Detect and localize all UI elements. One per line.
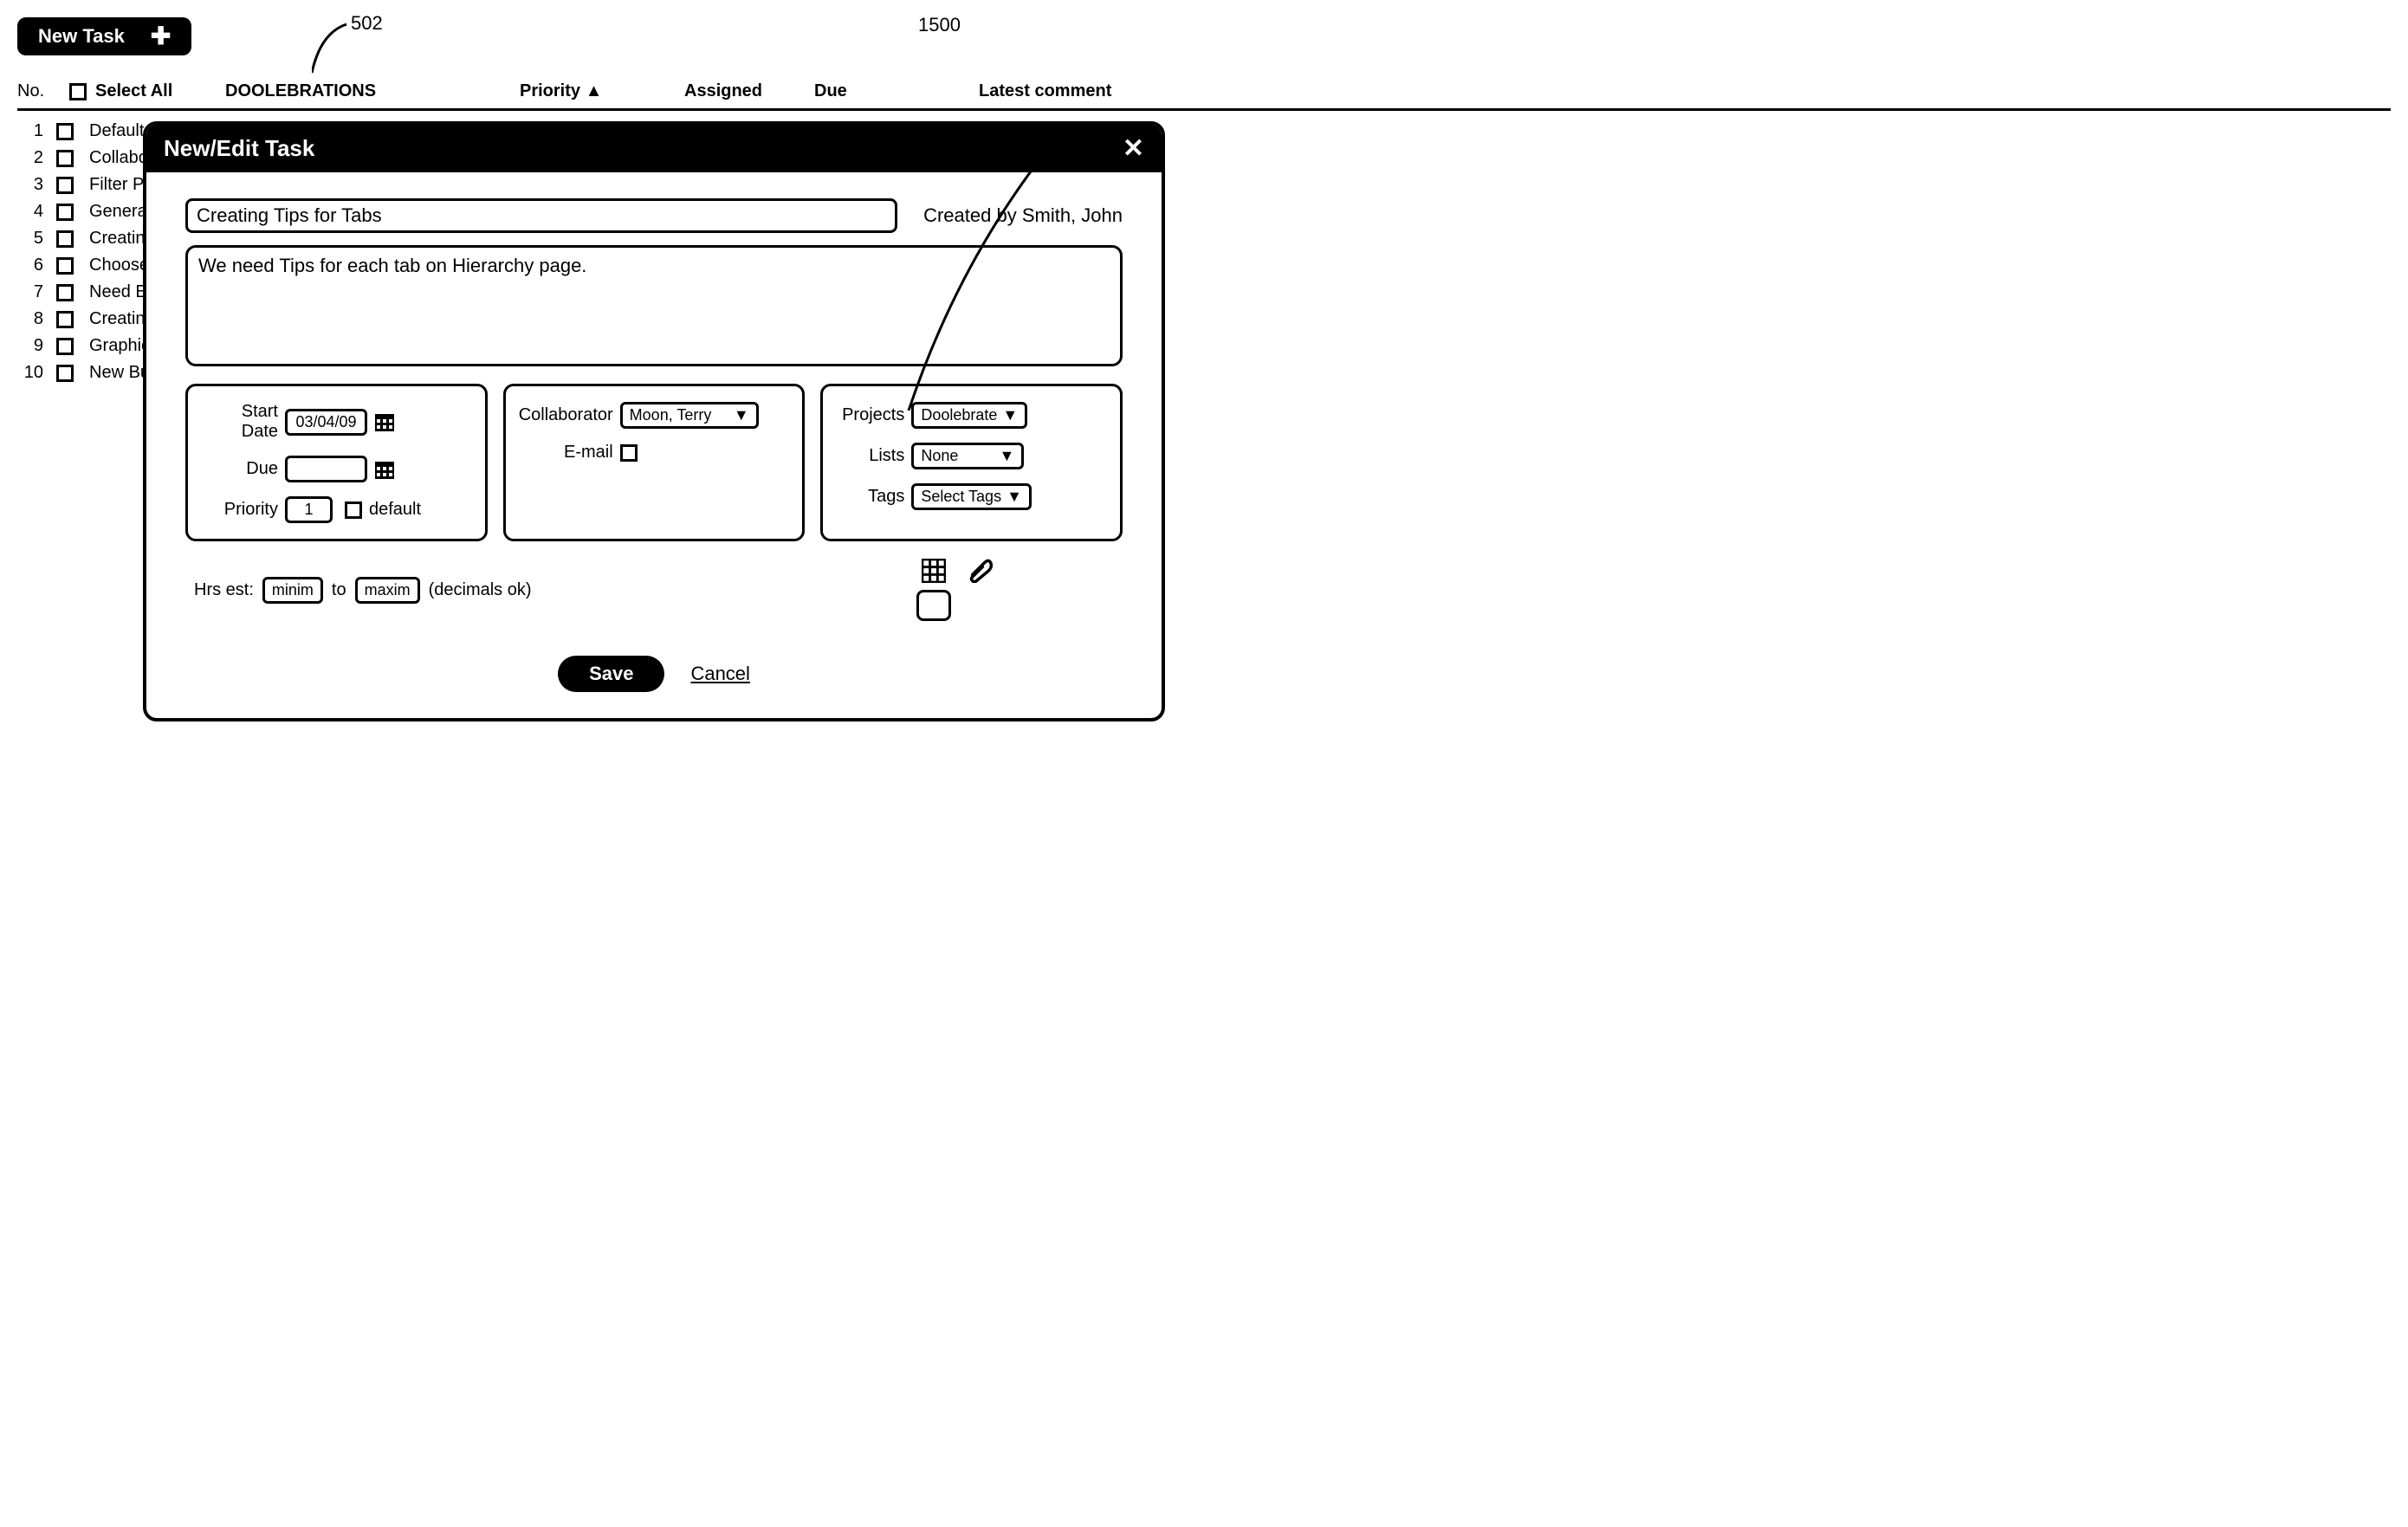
collaborator-select[interactable]: Moon, Terry ▼ (620, 402, 759, 429)
row-checkbox[interactable] (56, 150, 74, 167)
start-date-input[interactable] (285, 409, 367, 436)
annotation-1500: 1500 (918, 14, 961, 36)
edit-task-dialog: New/Edit Task ✕ Created by Smith, John S… (143, 121, 1165, 721)
chevron-down-icon: ▼ (1000, 447, 1015, 465)
row-num: 4 (17, 202, 48, 222)
header-latest-comment: Latest comment (979, 81, 1111, 101)
task-description-input[interactable] (185, 245, 1123, 366)
hrs-label: Hrs est: (194, 580, 254, 600)
row-checkbox[interactable] (56, 284, 74, 301)
decimals-label: (decimals ok) (429, 580, 532, 600)
due-date-label: Due (200, 459, 278, 479)
row-num: 1 (17, 121, 48, 141)
collaborator-label: Collaborator (518, 405, 613, 425)
lists-value: None (921, 447, 958, 465)
row-checkbox[interactable] (56, 365, 74, 382)
header-due: Due (814, 81, 970, 101)
chevron-down-icon: ▼ (1002, 406, 1018, 424)
plus-icon: ✚ (151, 24, 171, 49)
attachment-icon[interactable] (968, 559, 993, 583)
collaborator-panel: Collaborator Moon, Terry ▼ E-mail (503, 384, 806, 541)
calendar-icon[interactable] (374, 411, 395, 432)
created-by-label: Created by Smith, John (923, 204, 1123, 227)
cancel-link[interactable]: Cancel (690, 663, 749, 685)
dates-panel: Start Date Due Priority (185, 384, 488, 541)
priority-input[interactable] (285, 496, 333, 523)
projects-label: Projects (835, 405, 904, 425)
chevron-down-icon: ▼ (734, 406, 749, 424)
lists-select[interactable]: None ▼ (911, 443, 1024, 469)
row-num: 6 (17, 256, 48, 275)
row-num: 9 (17, 336, 48, 356)
row-checkbox[interactable] (56, 311, 74, 328)
start-date-label: Start Date (200, 402, 278, 442)
chevron-down-icon: ▼ (1007, 488, 1022, 506)
header-select-all: Select All (95, 81, 217, 101)
collaborator-value: Moon, Terry (630, 406, 712, 424)
default-checkbox[interactable] (345, 501, 362, 519)
row-num: 8 (17, 309, 48, 329)
default-label: default (369, 500, 421, 520)
header-no: No. (17, 81, 61, 101)
tags-label: Tags (835, 487, 904, 507)
new-task-button[interactable]: New Task ✚ (17, 17, 191, 55)
row-checkbox[interactable] (56, 177, 74, 194)
email-checkbox[interactable] (620, 444, 638, 462)
table-header: No. Select All DOOLEBRATIONS Priority ▲ … (17, 81, 2391, 111)
priority-label: Priority (200, 500, 278, 520)
row-checkbox[interactable] (56, 230, 74, 248)
save-button[interactable]: Save (558, 656, 664, 692)
header-doolebrations: DOOLEBRATIONS (225, 81, 511, 101)
projects-select[interactable]: Doolebrate ▼ (911, 402, 1027, 429)
row-checkbox[interactable] (56, 338, 74, 355)
lists-label: Lists (835, 446, 904, 466)
row-label[interactable]: Default (89, 121, 144, 141)
hrs-min-input[interactable] (262, 577, 323, 604)
row-checkbox[interactable] (56, 123, 74, 140)
projects-panel: Projects Doolebrate ▼ Lists None ▼ Tags (820, 384, 1123, 541)
tags-value: Select Tags (921, 488, 1001, 506)
row-num: 7 (17, 282, 48, 302)
due-date-input[interactable] (285, 456, 367, 482)
row-num: 5 (17, 229, 48, 249)
dialog-body: Created by Smith, John Start Date Due (146, 172, 1162, 718)
small-box[interactable] (916, 590, 951, 621)
row-label[interactable]: Need E (89, 282, 147, 302)
header-priority[interactable]: Priority ▲ (520, 81, 676, 101)
row-label[interactable]: New Bu (89, 363, 150, 383)
row-label[interactable]: Choose (89, 256, 149, 275)
row-checkbox[interactable] (56, 204, 74, 221)
projects-value: Doolebrate (921, 406, 997, 424)
tags-select[interactable]: Select Tags ▼ (911, 483, 1032, 510)
dialog-title: New/Edit Task (164, 135, 314, 162)
hrs-to-label: to (332, 580, 346, 600)
dialog-header: New/Edit Task ✕ (146, 125, 1162, 172)
task-title-input[interactable] (185, 198, 897, 233)
row-label[interactable]: Collabo (89, 148, 148, 168)
select-all-checkbox[interactable] (69, 83, 87, 100)
row-num: 2 (17, 148, 48, 168)
row-num: 3 (17, 175, 48, 195)
row-label[interactable]: Graphic (89, 336, 150, 356)
close-icon[interactable]: ✕ (1123, 133, 1144, 164)
grid-icon[interactable] (922, 559, 946, 583)
row-num: 10 (17, 363, 48, 383)
header-assigned: Assigned (684, 81, 806, 101)
calendar-icon[interactable] (374, 459, 395, 480)
row-checkbox[interactable] (56, 257, 74, 275)
row-label[interactable]: Genera (89, 202, 147, 222)
annotation-502: 502 (351, 12, 383, 35)
new-task-label: New Task (38, 25, 125, 48)
email-label: E-mail (518, 443, 613, 463)
hrs-max-input[interactable] (355, 577, 420, 604)
